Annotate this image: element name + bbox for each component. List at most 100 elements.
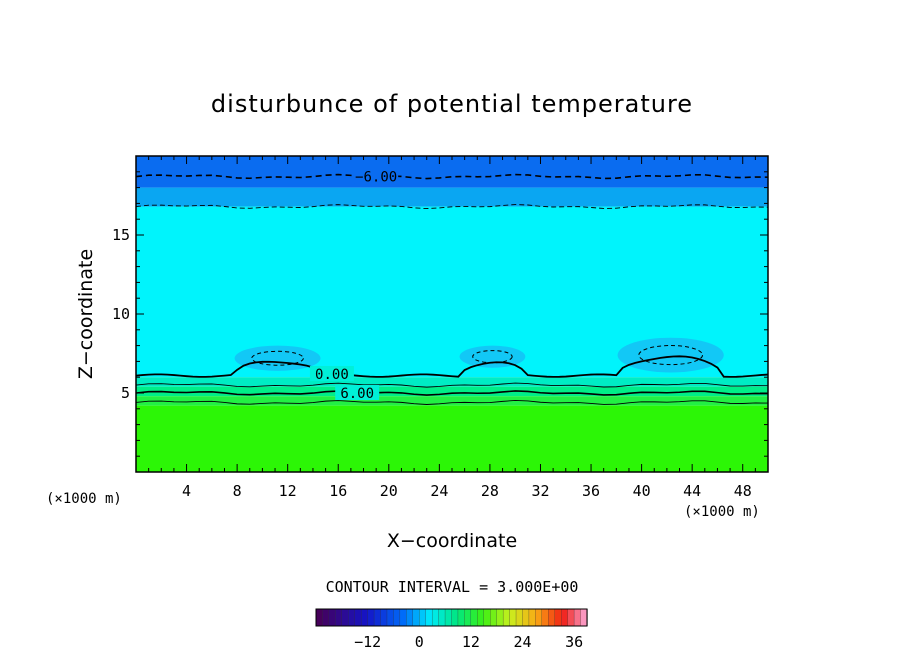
colorbar-segment	[438, 608, 446, 627]
colorbar-segment	[457, 608, 466, 627]
band-5	[136, 396, 768, 406]
chart-title: disturbunce of potential temperature	[211, 90, 693, 118]
contour-lines	[136, 173, 768, 405]
contour-9	[136, 400, 768, 405]
colorbar-segment	[554, 608, 562, 627]
cold-blob-contour-2	[638, 345, 704, 366]
band-3	[136, 377, 768, 387]
colorbar-segment	[567, 608, 575, 627]
x-unit-right: (×1000 m)	[684, 504, 760, 520]
x-tick-label: 16	[329, 482, 347, 500]
cold-blob-1	[459, 345, 526, 368]
colorbar-segment	[528, 608, 537, 627]
y-tick-label: 15	[112, 226, 130, 244]
contour-minus-6	[136, 173, 768, 180]
x-axis-ticks: 4 8 12 16 20 24 28 32 36 40 44 48	[148, 156, 756, 500]
colorbar-segment	[354, 608, 362, 627]
temperature-bands	[136, 156, 768, 472]
x-tick-label: 28	[481, 482, 499, 500]
colorbar-segment	[431, 608, 440, 627]
colorbar-tick-label: 36	[565, 633, 583, 651]
x-tick-label: 44	[683, 482, 701, 500]
band-6	[136, 405, 768, 472]
colorbar-segment	[483, 608, 491, 627]
contour-label: −6.00	[355, 170, 397, 186]
contour-label-bg	[354, 168, 399, 184]
colorbar-segment	[496, 608, 504, 627]
contour-zero	[136, 355, 768, 378]
cold-blob-2	[617, 337, 724, 373]
band-1	[136, 187, 768, 207]
colorbar-segment	[315, 608, 324, 627]
x-tick-label: 4	[182, 482, 191, 500]
colorbar-segment	[406, 608, 414, 627]
cold-blob-contour-0	[251, 350, 304, 366]
colorbar	[315, 608, 588, 627]
colorbar-tick-label: 24	[513, 633, 531, 651]
colorbar-segment	[348, 608, 356, 627]
y-axis-ticks: 5 10 15	[112, 171, 768, 457]
colorbar-segment	[328, 608, 337, 627]
y-tick-label: 10	[112, 305, 130, 323]
colorbar-segment	[335, 608, 343, 627]
contour-interval-text: CONTOUR INTERVAL = 3.000E+00	[326, 578, 579, 596]
colorbar-segment	[515, 608, 524, 627]
colorbar-segment	[419, 608, 427, 627]
colorbar-segment	[477, 608, 485, 627]
x-tick-label: 24	[430, 482, 448, 500]
y-tick-label: 5	[121, 384, 130, 402]
colorbar-segment	[548, 608, 556, 627]
colorbar-tick-label: 0	[415, 633, 424, 651]
x-unit-left: (×1000 m)	[46, 491, 122, 507]
colorbar-segment	[470, 608, 478, 627]
contour-6	[136, 390, 768, 396]
colorbar-segment	[393, 608, 401, 627]
colorbar-segment	[509, 608, 517, 627]
x-tick-label: 8	[233, 482, 242, 500]
colorbar-tick-label: 12	[462, 633, 480, 651]
colorbar-segment	[573, 608, 582, 627]
colorbar-segment	[522, 608, 530, 627]
x-tick-label: 32	[531, 482, 549, 500]
colorbar-segment	[502, 608, 511, 627]
band-4	[136, 386, 768, 397]
colorbar-segment	[535, 608, 543, 627]
x-axis-label: X−coordinate	[387, 530, 517, 552]
contour-3	[136, 382, 768, 388]
y-axis-label: Z−coordinate	[75, 249, 97, 379]
contour-label: 0.00	[315, 367, 349, 383]
contour-label-bg	[335, 385, 380, 400]
colorbar-segment	[386, 608, 395, 627]
cold-anomaly-regions	[234, 337, 724, 373]
x-tick-label: 12	[279, 482, 297, 500]
colorbar-segment	[451, 608, 459, 627]
colorbar-segment	[367, 608, 375, 627]
plot-area: −6.00 0.00 6.00	[136, 156, 768, 472]
colorbar-segment	[425, 608, 433, 627]
x-tick-label: 48	[734, 482, 752, 500]
contour-label-group: −6.00 0.00 6.00	[309, 168, 399, 402]
colorbar-segment	[580, 608, 588, 627]
colorbar-segment	[464, 608, 472, 627]
contour-minus-3	[136, 204, 768, 210]
colorbar-tick-labels: −12 0 12 24 36	[354, 633, 583, 651]
colorbar-segment	[444, 608, 453, 627]
cold-blob-0	[234, 345, 321, 371]
colorbar-frame	[315, 608, 588, 627]
colorbar-segment	[373, 608, 382, 627]
colorbar-segment	[412, 608, 420, 627]
contour-label-bg	[309, 366, 354, 382]
colorbar-segment	[361, 608, 369, 627]
colorbar-segment	[399, 608, 407, 627]
colorbar-segment	[380, 608, 388, 627]
x-tick-label: 20	[380, 482, 398, 500]
colorbar-segment	[490, 608, 498, 627]
colorbar-segment	[322, 608, 330, 627]
colorbar-segment	[341, 608, 349, 627]
x-tick-label: 40	[633, 482, 651, 500]
colorbar-segment	[561, 608, 569, 627]
band-0	[136, 156, 768, 188]
x-tick-label: 36	[582, 482, 600, 500]
colorbar-segment	[541, 608, 549, 627]
